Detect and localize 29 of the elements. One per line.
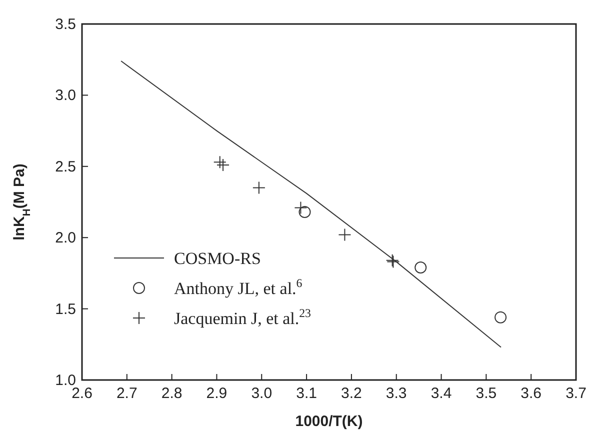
x-tick-label: 2.8 <box>161 385 182 402</box>
legend-label: Anthony JL, et al.$^{6}$ <box>174 276 302 298</box>
line-series <box>120 60 502 348</box>
x-tick-label: 3.0 <box>251 385 272 402</box>
x-axis-title: 1000/T(K) <box>295 413 363 430</box>
point <box>252 181 266 194</box>
x-tick-label: 3.4 <box>430 385 452 402</box>
legend-label: COSMO-RS <box>174 249 261 268</box>
x-tick-label: 2.7 <box>116 385 138 402</box>
y-tick-label: 2.5 <box>55 158 76 176</box>
point <box>216 158 230 172</box>
point <box>494 311 507 324</box>
y-tick-label: 3.0 <box>55 87 76 104</box>
x-tick-label: 3.2 <box>341 385 362 402</box>
x-tick-label: 3.1 <box>296 385 317 402</box>
point <box>414 262 427 274</box>
x-tick-label: 3.3 <box>386 385 407 402</box>
y-tick-label: 1.5 <box>55 300 76 318</box>
point <box>294 201 308 214</box>
point <box>298 206 311 218</box>
x-tick-label: 2.9 <box>206 385 228 402</box>
x-tick-label: 3.5 <box>476 385 497 402</box>
point <box>213 156 226 169</box>
x-tick-label: 3.6 <box>520 385 542 402</box>
x-tick-label: 3.7 <box>566 385 586 402</box>
legend-label: Jacquemin J, et al.$^{23}$ <box>174 306 312 328</box>
y-tick-label: 3.5 <box>55 16 76 33</box>
point <box>338 228 352 242</box>
y-tick-label: 2.0 <box>55 230 76 247</box>
